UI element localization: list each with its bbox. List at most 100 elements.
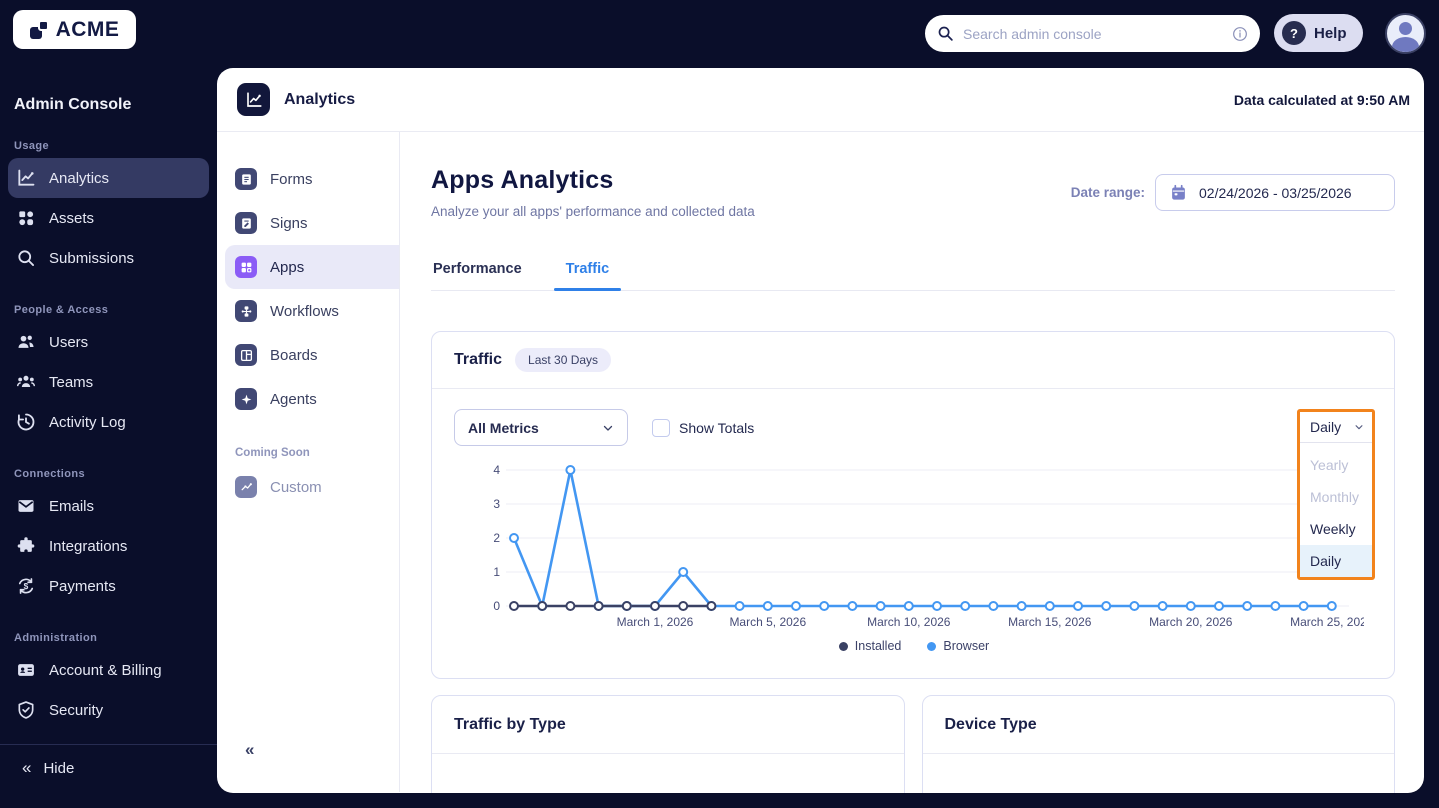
- metrics-select[interactable]: All Metrics: [454, 409, 628, 446]
- device-type-card: Device Type: [921, 695, 1395, 793]
- subnav-item-boards[interactable]: Boards: [217, 333, 399, 377]
- sidebar-divider: [0, 744, 217, 745]
- acme-logo-icon: [29, 19, 50, 40]
- legend-installed: Installed: [838, 639, 901, 653]
- svg-text:2: 2: [493, 531, 500, 545]
- subnav-item-workflows[interactable]: Workflows: [217, 289, 399, 333]
- date-range-value: 02/24/2026 - 03/25/2026: [1199, 184, 1352, 201]
- calendar-icon: [1172, 184, 1185, 200]
- svg-text:March 1, 2026: March 1, 2026: [617, 615, 694, 629]
- sidebar-item-users[interactable]: Users: [8, 322, 209, 362]
- main-content: Apps Analytics Analyze your all apps' pe…: [400, 132, 1424, 793]
- subnav-item-agents[interactable]: Agents: [217, 377, 399, 421]
- subnav-collapse-button[interactable]: «: [245, 740, 255, 759]
- interval-select[interactable]: Daily: [1300, 412, 1372, 443]
- search-input[interactable]: [963, 25, 1223, 42]
- interval-dropdown: Daily Yearly Monthly Weekly Daily: [1297, 409, 1375, 580]
- user-avatar[interactable]: [1385, 13, 1426, 54]
- search-icon: [18, 250, 34, 266]
- subnav-item-custom[interactable]: Custom: [217, 465, 399, 509]
- card-icon: [18, 664, 34, 676]
- double-chevron-left-icon: «: [22, 758, 32, 777]
- signs-icon: [235, 212, 257, 234]
- traffic-card-title: Traffic: [454, 351, 503, 368]
- logo-text: ACME: [55, 17, 120, 41]
- interval-option-daily[interactable]: Daily: [1300, 545, 1372, 577]
- topbar: ACME ? Help: [0, 0, 1439, 68]
- svg-text:March 5, 2026: March 5, 2026: [729, 615, 806, 629]
- canvas-header: Analytics Data calculated at 9:50 AM: [217, 68, 1424, 132]
- assets-icon: [19, 211, 34, 226]
- sidebar-item-assets[interactable]: Assets: [8, 198, 209, 238]
- activity-icon: [17, 413, 35, 431]
- svg-text:0: 0: [493, 599, 500, 613]
- apps-analytics-subtitle: Analyze your all apps' performance and c…: [431, 204, 755, 219]
- installed-dot-icon: [838, 641, 848, 651]
- analytics-icon: [18, 169, 35, 186]
- traffic-by-type-card: Traffic by Type: [431, 695, 905, 793]
- svg-text:$: $: [24, 581, 29, 591]
- subnav-item-apps[interactable]: Apps: [225, 245, 399, 289]
- svg-text:March 20, 2026: March 20, 2026: [1149, 615, 1233, 629]
- acme-logo[interactable]: ACME: [13, 10, 136, 49]
- tab-performance[interactable]: Performance: [433, 261, 522, 277]
- interval-menu: Yearly Monthly Weekly Daily: [1300, 443, 1372, 577]
- sidebar-hide-button[interactable]: « Hide: [22, 758, 75, 777]
- sidebar-item-emails[interactable]: Emails: [8, 486, 209, 526]
- chevron-down-icon: [603, 425, 613, 431]
- content-canvas: Analytics Data calculated at 9:50 AM For…: [217, 68, 1424, 793]
- traffic-controls: All Metrics Show Totals: [432, 389, 1394, 446]
- chart-legend: Installed Browser: [444, 639, 1384, 653]
- sidebar-item-account-billing[interactable]: Account & Billing: [8, 650, 209, 690]
- sidebar-section-connections: Connections: [14, 468, 86, 480]
- shield-icon: [18, 701, 34, 719]
- svg-text:3: 3: [493, 497, 500, 511]
- help-button[interactable]: ? Help: [1274, 14, 1363, 52]
- sidebar-item-submissions[interactable]: Submissions: [8, 238, 209, 278]
- svg-text:1: 1: [493, 565, 500, 579]
- date-range: Date range: 02/24/2026 - 03/25/2026: [1071, 174, 1395, 211]
- date-range-input[interactable]: 02/24/2026 - 03/25/2026: [1155, 174, 1395, 211]
- sidebar-item-payments[interactable]: $ Payments: [8, 566, 209, 606]
- admin-search-bar[interactable]: [925, 15, 1260, 52]
- analytics-header-icon: [237, 83, 270, 116]
- interval-option-yearly[interactable]: Yearly: [1310, 457, 1349, 473]
- svg-text:March 25, 2026: March 25, 2026: [1290, 615, 1364, 629]
- show-totals-toggle[interactable]: Show Totals: [652, 418, 754, 437]
- subnav: Forms Signs Apps Workflows Boards Agents: [217, 132, 400, 792]
- tab-traffic[interactable]: Traffic: [553, 251, 621, 291]
- sidebar-item-integrations[interactable]: Integrations: [8, 526, 209, 566]
- show-totals-checkbox[interactable]: [652, 418, 670, 437]
- svg-text:4: 4: [493, 463, 500, 477]
- sidebar-item-security[interactable]: Security: [8, 690, 209, 730]
- payments-icon: $: [18, 578, 34, 594]
- last-30-days-badge: Last 30 Days: [515, 348, 612, 372]
- subnav-item-forms[interactable]: Forms: [217, 157, 399, 201]
- boards-icon: [235, 344, 257, 366]
- sidebar-item-activity-log[interactable]: Activity Log: [8, 402, 209, 442]
- traffic-card: Traffic Last 30 Days All Metrics Show To…: [431, 331, 1395, 679]
- sidebar-section-usage: Usage: [14, 140, 50, 152]
- info-icon[interactable]: [1232, 26, 1248, 42]
- sidebar-section-people: People & Access: [14, 304, 109, 316]
- interval-option-monthly[interactable]: Monthly: [1310, 489, 1360, 505]
- traffic-chart: 0 1 2 3 4 March 1, 2026 March 5, 2026 March 10,…: [493, 463, 1374, 629]
- interval-option-weekly[interactable]: Weekly: [1310, 521, 1356, 537]
- data-calculated-text: Data calculated at 9:50 AM: [1233, 91, 1410, 108]
- users-icon: [18, 335, 34, 348]
- agents-icon: [235, 388, 257, 410]
- subnav-item-signs[interactable]: Signs: [217, 201, 399, 245]
- svg-text:March 10, 2026: March 10, 2026: [867, 615, 951, 629]
- subnav-section-coming-soon: Coming Soon: [235, 447, 310, 459]
- workflow-icon: [235, 300, 257, 322]
- custom-chart-icon: [235, 476, 257, 498]
- traffic-by-type-title: Traffic by Type: [432, 696, 904, 754]
- bottom-cards: Traffic by Type Device Type: [431, 695, 1395, 793]
- tab-bar: Performance Traffic: [431, 251, 1395, 291]
- apps-analytics-title: Apps Analytics: [431, 166, 614, 194]
- forms-icon: [235, 168, 257, 190]
- sidebar-item-analytics[interactable]: Analytics: [8, 158, 209, 198]
- traffic-card-header: Traffic Last 30 Days: [432, 332, 1394, 389]
- sidebar-item-teams[interactable]: Teams: [8, 362, 209, 402]
- page-title: Analytics: [284, 90, 356, 108]
